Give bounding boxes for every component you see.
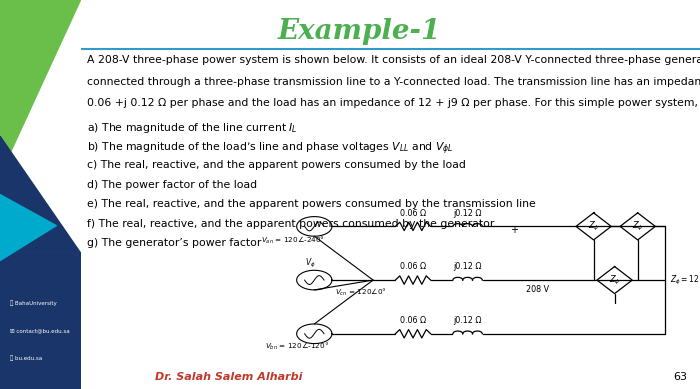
Text: j0.12 Ω: j0.12 Ω: [454, 209, 482, 217]
Text: d) The power factor of the load: d) The power factor of the load: [87, 180, 257, 190]
Text: $Z_\phi = 12 + j9\ \Omega$: $Z_\phi = 12 + j9\ \Omega$: [670, 273, 700, 287]
Text: g) The generator’s power factor: g) The generator’s power factor: [87, 238, 261, 248]
Text: $V_{cn}$ = 120∠0°: $V_{cn}$ = 120∠0°: [335, 287, 386, 298]
Polygon shape: [0, 0, 80, 175]
Text: $V_{bn}$ = 120∠-120°: $V_{bn}$ = 120∠-120°: [265, 341, 330, 352]
Text: b) The magnitude of the load’s line and phase voltages $V_{LL}$ and $V_{\phi L}$: b) The magnitude of the load’s line and …: [87, 141, 453, 157]
Polygon shape: [0, 194, 56, 261]
Polygon shape: [0, 253, 80, 389]
Text: 🐦 BahaUniversity: 🐦 BahaUniversity: [10, 301, 57, 306]
Text: 0.06 Ω: 0.06 Ω: [400, 262, 426, 271]
Text: f) The real, reactive, and the apparent powers consumed by the generator: f) The real, reactive, and the apparent …: [87, 219, 494, 229]
Text: +: +: [510, 225, 518, 235]
Text: $V_{an}$ = 120∠-240°: $V_{an}$ = 120∠-240°: [261, 235, 326, 246]
Text: connected through a three-phase transmission line to a Y-connected load. The tra: connected through a three-phase transmis…: [87, 77, 700, 87]
Text: 0.06 +j 0.12 Ω per phase and the load has an impedance of 12 + j9 Ω per phase. F: 0.06 +j 0.12 Ω per phase and the load ha…: [87, 98, 700, 108]
Text: Dr. Salah Salem Alharbi: Dr. Salah Salem Alharbi: [155, 372, 302, 382]
Text: j0.12 Ω: j0.12 Ω: [454, 262, 482, 271]
Text: 63: 63: [673, 372, 687, 382]
Text: 0.06 Ω: 0.06 Ω: [400, 316, 426, 325]
Text: 208 V: 208 V: [526, 285, 550, 294]
Text: ✉ contact@bu.edu.sa: ✉ contact@bu.edu.sa: [10, 328, 69, 333]
Text: Example-1: Example-1: [278, 18, 441, 44]
Text: a) The magnitude of the line current $I_L$: a) The magnitude of the line current $I_…: [87, 121, 298, 135]
Text: $V_\phi$: $V_\phi$: [304, 257, 316, 270]
Text: 0.06 Ω: 0.06 Ω: [400, 209, 426, 217]
Text: $Z_\phi$: $Z_\phi$: [588, 220, 599, 233]
Text: $Z_\phi$: $Z_\phi$: [632, 220, 643, 233]
Text: A 208-V three-phase power system is shown below. It consists of an ideal 208-V Y: A 208-V three-phase power system is show…: [87, 55, 700, 65]
Text: e) The real, reactive, and the apparent powers consumed by the transmission line: e) The real, reactive, and the apparent …: [87, 199, 536, 209]
Text: j0.12 Ω: j0.12 Ω: [454, 316, 482, 325]
Text: $Z_\phi$: $Z_\phi$: [609, 273, 620, 287]
Text: c) The real, reactive, and the apparent powers consumed by the load: c) The real, reactive, and the apparent …: [87, 160, 466, 170]
Text: ⓘ bu.edu.sa: ⓘ bu.edu.sa: [10, 355, 42, 361]
Polygon shape: [0, 136, 80, 253]
